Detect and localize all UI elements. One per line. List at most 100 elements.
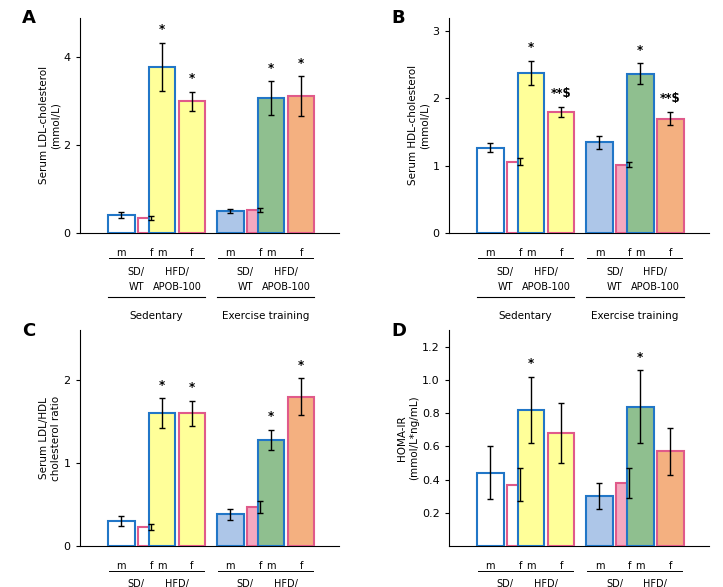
Text: *: * (637, 44, 643, 57)
Text: *: * (159, 23, 165, 36)
Y-axis label: Serum LDL-cholesterol
(mmol/L): Serum LDL-cholesterol (mmol/L) (39, 66, 61, 184)
Text: WT: WT (129, 282, 144, 292)
Text: APOB-100: APOB-100 (522, 282, 570, 292)
Text: SD/: SD/ (128, 579, 145, 587)
Text: APOB-100: APOB-100 (630, 282, 680, 292)
Bar (507, 162, 534, 233)
Text: WT: WT (238, 282, 253, 292)
Text: m: m (226, 248, 235, 258)
Bar (507, 484, 534, 546)
Text: f: f (150, 561, 153, 571)
Text: *: * (528, 357, 534, 370)
Text: HFD/: HFD/ (643, 579, 667, 587)
Text: D: D (391, 322, 406, 340)
Bar (149, 413, 176, 546)
Text: SD/: SD/ (606, 579, 623, 587)
Bar (586, 142, 612, 233)
Text: f: f (669, 248, 672, 258)
Text: HFD/: HFD/ (643, 266, 667, 276)
Text: f: f (299, 248, 303, 258)
Text: C: C (22, 322, 35, 340)
Bar (179, 101, 205, 233)
Text: m: m (486, 561, 495, 571)
Bar (657, 451, 683, 546)
Text: **$: **$ (551, 87, 571, 100)
Text: $: $ (625, 142, 633, 156)
Text: SD/: SD/ (606, 266, 623, 276)
Text: SD/: SD/ (497, 266, 514, 276)
Bar (586, 496, 612, 546)
Text: *: * (189, 382, 195, 394)
Bar (657, 119, 683, 233)
Text: *: * (528, 41, 534, 54)
Text: f: f (628, 248, 631, 258)
Text: WT: WT (607, 282, 623, 292)
Text: Exercise training: Exercise training (222, 311, 309, 321)
Text: *: * (298, 57, 304, 70)
Text: B: B (391, 9, 405, 27)
Text: f: f (628, 561, 631, 571)
Bar (108, 215, 134, 233)
Bar (138, 527, 165, 546)
Bar (518, 73, 544, 233)
Text: *: * (268, 62, 274, 75)
Text: m: m (266, 248, 276, 258)
Text: HFD/: HFD/ (165, 266, 189, 276)
Bar (108, 521, 134, 546)
Y-axis label: HOMA-IR
(mmol/L*ng/mL): HOMA-IR (mmol/L*ng/mL) (398, 396, 419, 480)
Text: f: f (518, 561, 522, 571)
Text: m: m (266, 561, 276, 571)
Bar (616, 483, 643, 546)
Bar (477, 148, 504, 233)
Bar (477, 473, 504, 546)
Bar (247, 507, 273, 546)
Text: *: * (189, 72, 195, 85)
Bar (627, 407, 654, 546)
Bar (288, 96, 315, 233)
Text: f: f (150, 248, 153, 258)
Bar (627, 73, 654, 233)
Bar (217, 514, 244, 546)
Text: m: m (116, 561, 126, 571)
Bar (616, 164, 643, 233)
Text: f: f (259, 561, 262, 571)
Text: m: m (594, 248, 604, 258)
Text: m: m (486, 248, 495, 258)
Text: *: * (159, 379, 165, 392)
Text: f: f (669, 561, 672, 571)
Text: SD/: SD/ (237, 579, 254, 587)
Text: APOB-100: APOB-100 (153, 282, 202, 292)
Bar (548, 112, 574, 233)
Text: *: * (298, 359, 304, 372)
Text: SD/: SD/ (237, 266, 254, 276)
Text: SD/: SD/ (497, 579, 514, 587)
Bar (258, 98, 284, 233)
Text: f: f (190, 561, 194, 571)
Text: HFD/: HFD/ (274, 579, 298, 587)
Text: SD/: SD/ (128, 266, 145, 276)
Text: m: m (526, 248, 536, 258)
Text: m: m (158, 561, 167, 571)
Y-axis label: Serum HDL-cholesterol
(mmol/L): Serum HDL-cholesterol (mmol/L) (408, 65, 429, 185)
Bar (149, 67, 176, 233)
Bar (258, 440, 284, 546)
Text: Exercise training: Exercise training (591, 311, 678, 321)
Text: **$: **$ (660, 93, 680, 106)
Text: HFD/: HFD/ (534, 579, 558, 587)
Text: APOB-100: APOB-100 (262, 282, 311, 292)
Text: *: * (268, 410, 274, 423)
Text: m: m (226, 561, 235, 571)
Text: f: f (259, 248, 262, 258)
Text: f: f (560, 561, 562, 571)
Text: WT: WT (497, 282, 513, 292)
Text: HFD/: HFD/ (165, 579, 189, 587)
Y-axis label: Serum LDL/HDL
cholesterol ratio: Serum LDL/HDL cholesterol ratio (39, 396, 61, 481)
Bar (288, 397, 315, 546)
Bar (247, 210, 273, 233)
Text: f: f (518, 248, 522, 258)
Text: f: f (190, 248, 194, 258)
Text: Sedentary: Sedentary (129, 311, 184, 321)
Bar (518, 410, 544, 546)
Text: *: * (637, 350, 643, 363)
Text: m: m (594, 561, 604, 571)
